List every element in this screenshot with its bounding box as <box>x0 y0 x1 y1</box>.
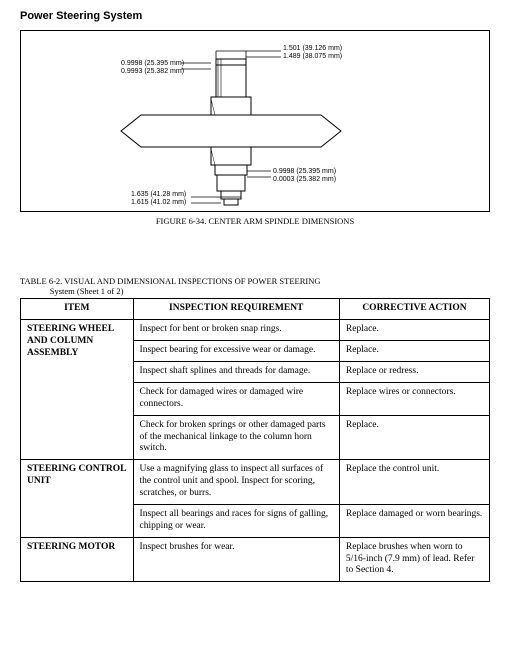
figure-caption: FIGURE 6-34. CENTER ARM SPINDLE DIMENSIO… <box>20 216 490 226</box>
cell-req: Check for broken springs or other damage… <box>133 415 339 460</box>
cell-act: Replace brushes when worn to 5/16-inch (… <box>339 537 489 582</box>
figure-box: 1.501 (39.126 mm) 1.489 (38.075 mm) 0.99… <box>20 30 490 212</box>
cell-act: Replace. <box>339 341 489 362</box>
cell-act: Replace or redress. <box>339 362 489 383</box>
cell-req: Inspect shaft splines and threads for da… <box>133 362 339 383</box>
cell-act: Replace wires or connectors. <box>339 382 489 415</box>
table-row: STEERING WHEEL AND COLUMN ASSEMBLYInspec… <box>21 320 490 341</box>
inspection-table: ITEM INSPECTION REQUIREMENT CORRECTIVE A… <box>20 298 490 582</box>
cell-req: Use a magnifying glass to inspect all su… <box>133 460 339 505</box>
th-req: INSPECTION REQUIREMENT <box>133 299 339 320</box>
table-body: STEERING WHEEL AND COLUMN ASSEMBLYInspec… <box>21 320 490 582</box>
cell-act: Replace damaged or worn bearings. <box>339 504 489 537</box>
dim-bot-left: 1.635 (41.28 mm) 1.615 (41.02 mm) <box>131 191 186 207</box>
table-row: STEERING MOTORInspect brushes for wear.R… <box>21 537 490 582</box>
cell-req: Inspect for bent or broken snap rings. <box>133 320 339 341</box>
cell-req: Inspect bearing for excessive wear or da… <box>133 341 339 362</box>
dim-top-right: 1.501 (39.126 mm) 1.489 (38.075 mm) <box>283 45 342 61</box>
th-act: CORRECTIVE ACTION <box>339 299 489 320</box>
cell-req: Inspect brushes for wear. <box>133 537 339 582</box>
cell-item: STEERING CONTROL UNIT <box>21 460 134 537</box>
cell-act: Replace the control unit. <box>339 460 489 505</box>
table-row: STEERING CONTROL UNITUse a magnifying gl… <box>21 460 490 505</box>
th-item: ITEM <box>21 299 134 320</box>
cell-act: Replace. <box>339 320 489 341</box>
cell-item: STEERING WHEEL AND COLUMN ASSEMBLY <box>21 320 134 460</box>
cell-req: Inspect all bearings and races for signs… <box>133 504 339 537</box>
table-header-row: ITEM INSPECTION REQUIREMENT CORRECTIVE A… <box>21 299 490 320</box>
spindle-diagram <box>21 31 490 211</box>
table-caption: TABLE 6-2. VISUAL AND DIMENSIONAL INSPEC… <box>20 276 490 296</box>
cell-act: Replace. <box>339 415 489 460</box>
page-title: Power Steering System <box>20 10 490 22</box>
cell-req: Check for damaged wires or damaged wire … <box>133 382 339 415</box>
dim-bot-right: 0.9998 (25.395 mm) 0.0003 (25.382 mm) <box>273 168 336 184</box>
cell-item: STEERING MOTOR <box>21 537 134 582</box>
dim-top-left: 0.9998 (25.395 mm) 0.9993 (25.382 mm) <box>121 60 184 76</box>
